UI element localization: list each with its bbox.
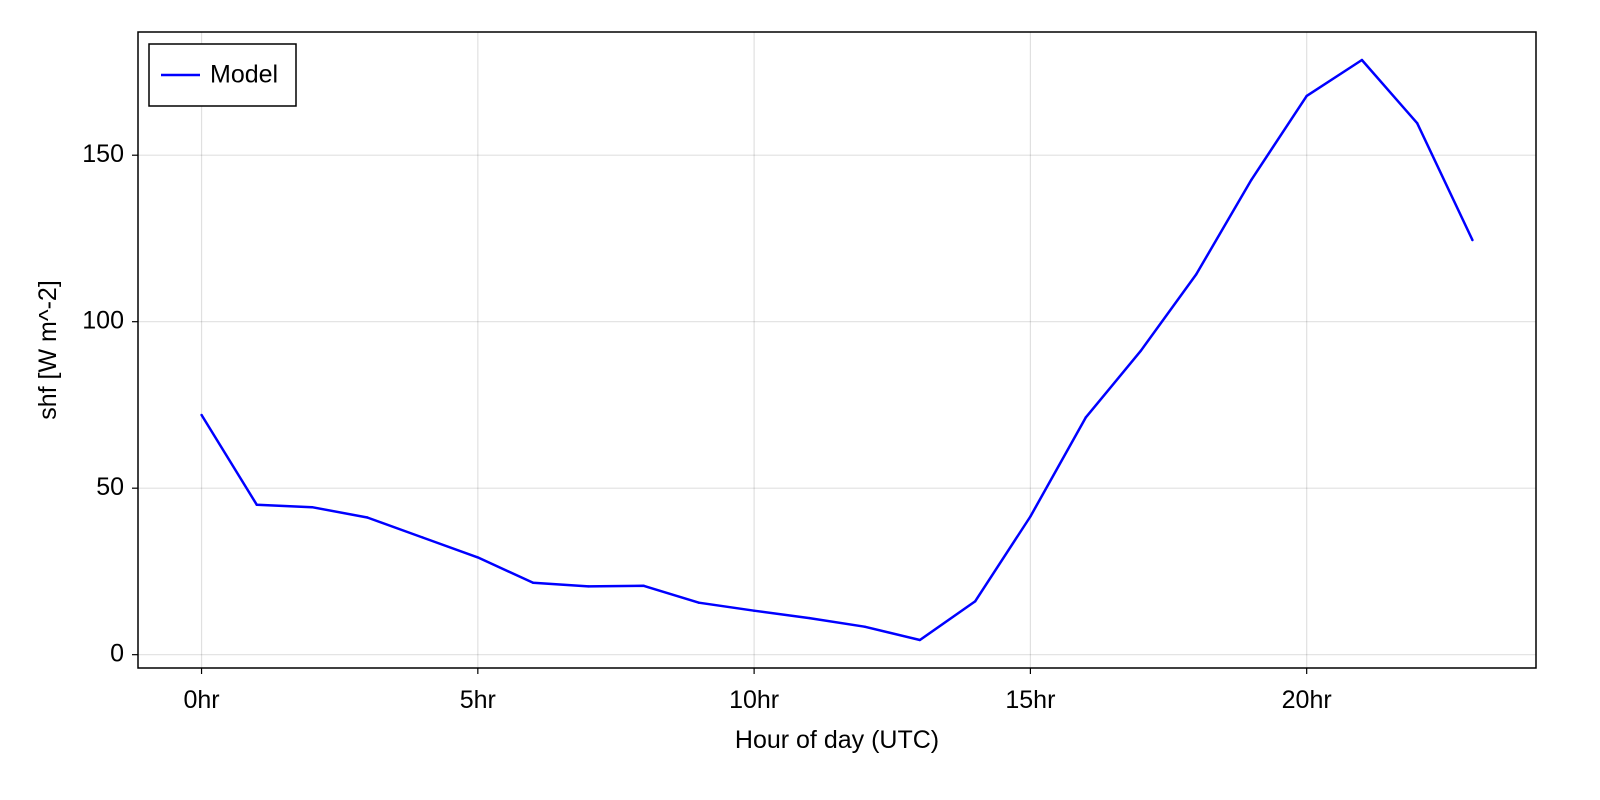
data-point (1084, 416, 1087, 419)
series-layer (200, 58, 1474, 642)
data-point (752, 609, 756, 612)
data-point (808, 616, 811, 620)
x-tick-label: 5hr (460, 686, 496, 714)
y-tick-label: 150 (82, 140, 124, 168)
y-tick-label: 50 (96, 473, 124, 501)
data-point (642, 584, 645, 587)
y-tick-label: 0 (110, 639, 124, 667)
data-point (1139, 349, 1143, 352)
data-point (476, 556, 480, 559)
series-line-0 (200, 58, 1474, 642)
x-axis: 0hr 5hr 10hr 15hr 20hr (183, 668, 1332, 714)
data-point (1305, 94, 1308, 98)
data-point (697, 601, 701, 604)
data-point (421, 536, 424, 539)
y-tick-label: 100 (82, 306, 124, 334)
plot-area-frame (137, 31, 1537, 669)
x-tick-label: 10hr (729, 686, 779, 714)
data-point (1029, 515, 1032, 518)
data-point (1194, 273, 1198, 276)
grid (138, 32, 1536, 668)
legend: Model (148, 43, 297, 107)
data-point (255, 503, 259, 507)
x-tick-label: 15hr (1005, 686, 1055, 714)
data-point (587, 585, 590, 588)
data-point (973, 600, 977, 603)
data-point (918, 638, 922, 642)
y-axis: 0 50 100 150 (82, 140, 138, 667)
data-point (1415, 122, 1419, 125)
x-tick-label: 20hr (1282, 686, 1332, 714)
data-point (366, 516, 369, 519)
data-point (1250, 178, 1253, 182)
x-tick-label: 0hr (183, 686, 219, 714)
legend-label: Model (210, 61, 278, 89)
data-point (1471, 238, 1474, 242)
data-point (863, 625, 866, 628)
data-point (531, 581, 535, 584)
x-axis-label: Hour of day (UTC) (735, 726, 939, 754)
data-point (1360, 58, 1364, 62)
y-axis-label: shf [W m^-2] (34, 280, 62, 420)
data-point (310, 505, 314, 509)
data-point (200, 413, 203, 417)
